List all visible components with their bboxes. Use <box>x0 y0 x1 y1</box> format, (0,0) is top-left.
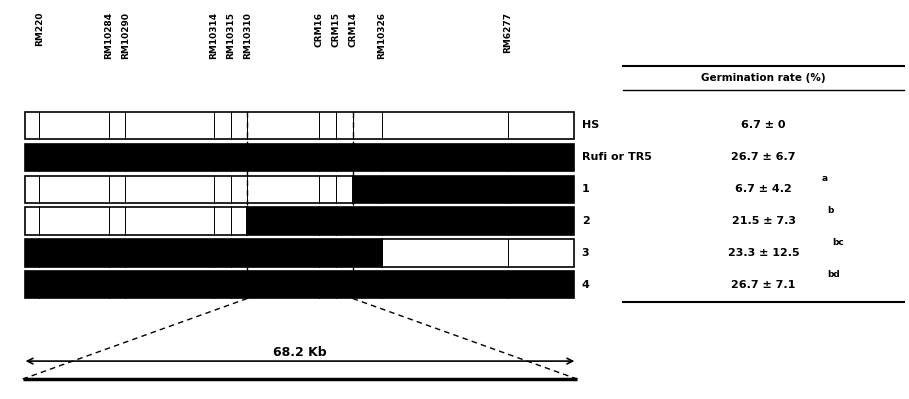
Text: bc: bc <box>833 238 844 247</box>
Bar <box>25 239 382 267</box>
Text: RM10284: RM10284 <box>105 12 114 59</box>
Text: RM10326: RM10326 <box>377 12 386 59</box>
Bar <box>382 239 574 267</box>
Text: RM220: RM220 <box>35 12 44 46</box>
Text: 68.2 Kb: 68.2 Kb <box>274 346 326 359</box>
Text: RM10314: RM10314 <box>209 12 218 59</box>
Bar <box>353 176 574 203</box>
Bar <box>247 207 574 235</box>
Text: 2: 2 <box>582 216 589 226</box>
Text: RM6277: RM6277 <box>504 12 513 53</box>
Text: HS: HS <box>582 120 599 130</box>
Bar <box>25 144 574 171</box>
Bar <box>25 176 353 203</box>
Text: 6.7 ± 4.2: 6.7 ± 4.2 <box>735 184 792 194</box>
Text: b: b <box>827 206 834 215</box>
Text: 6.7 ± 0: 6.7 ± 0 <box>742 120 785 130</box>
Text: RM10310: RM10310 <box>243 12 252 59</box>
Bar <box>25 112 574 139</box>
Text: 1: 1 <box>582 184 589 194</box>
Text: 4: 4 <box>582 280 590 290</box>
Text: 26.7 ± 6.7: 26.7 ± 6.7 <box>732 152 795 162</box>
Text: CRM15: CRM15 <box>332 12 341 47</box>
Text: bd: bd <box>827 270 840 279</box>
Text: 21.5 ± 7.3: 21.5 ± 7.3 <box>732 216 795 226</box>
Text: RM10290: RM10290 <box>121 12 130 59</box>
Bar <box>25 271 574 298</box>
Bar <box>25 207 247 235</box>
Text: 3: 3 <box>582 248 589 258</box>
Text: CRM14: CRM14 <box>348 12 357 47</box>
Text: Germination rate (%): Germination rate (%) <box>701 73 826 83</box>
Text: Rufi or TR5: Rufi or TR5 <box>582 152 652 162</box>
Text: 26.7 ± 7.1: 26.7 ± 7.1 <box>732 280 795 290</box>
Text: RM10315: RM10315 <box>226 12 235 59</box>
Text: CRM16: CRM16 <box>315 12 324 47</box>
Text: 23.3 ± 12.5: 23.3 ± 12.5 <box>728 248 799 258</box>
Text: a: a <box>822 174 828 183</box>
